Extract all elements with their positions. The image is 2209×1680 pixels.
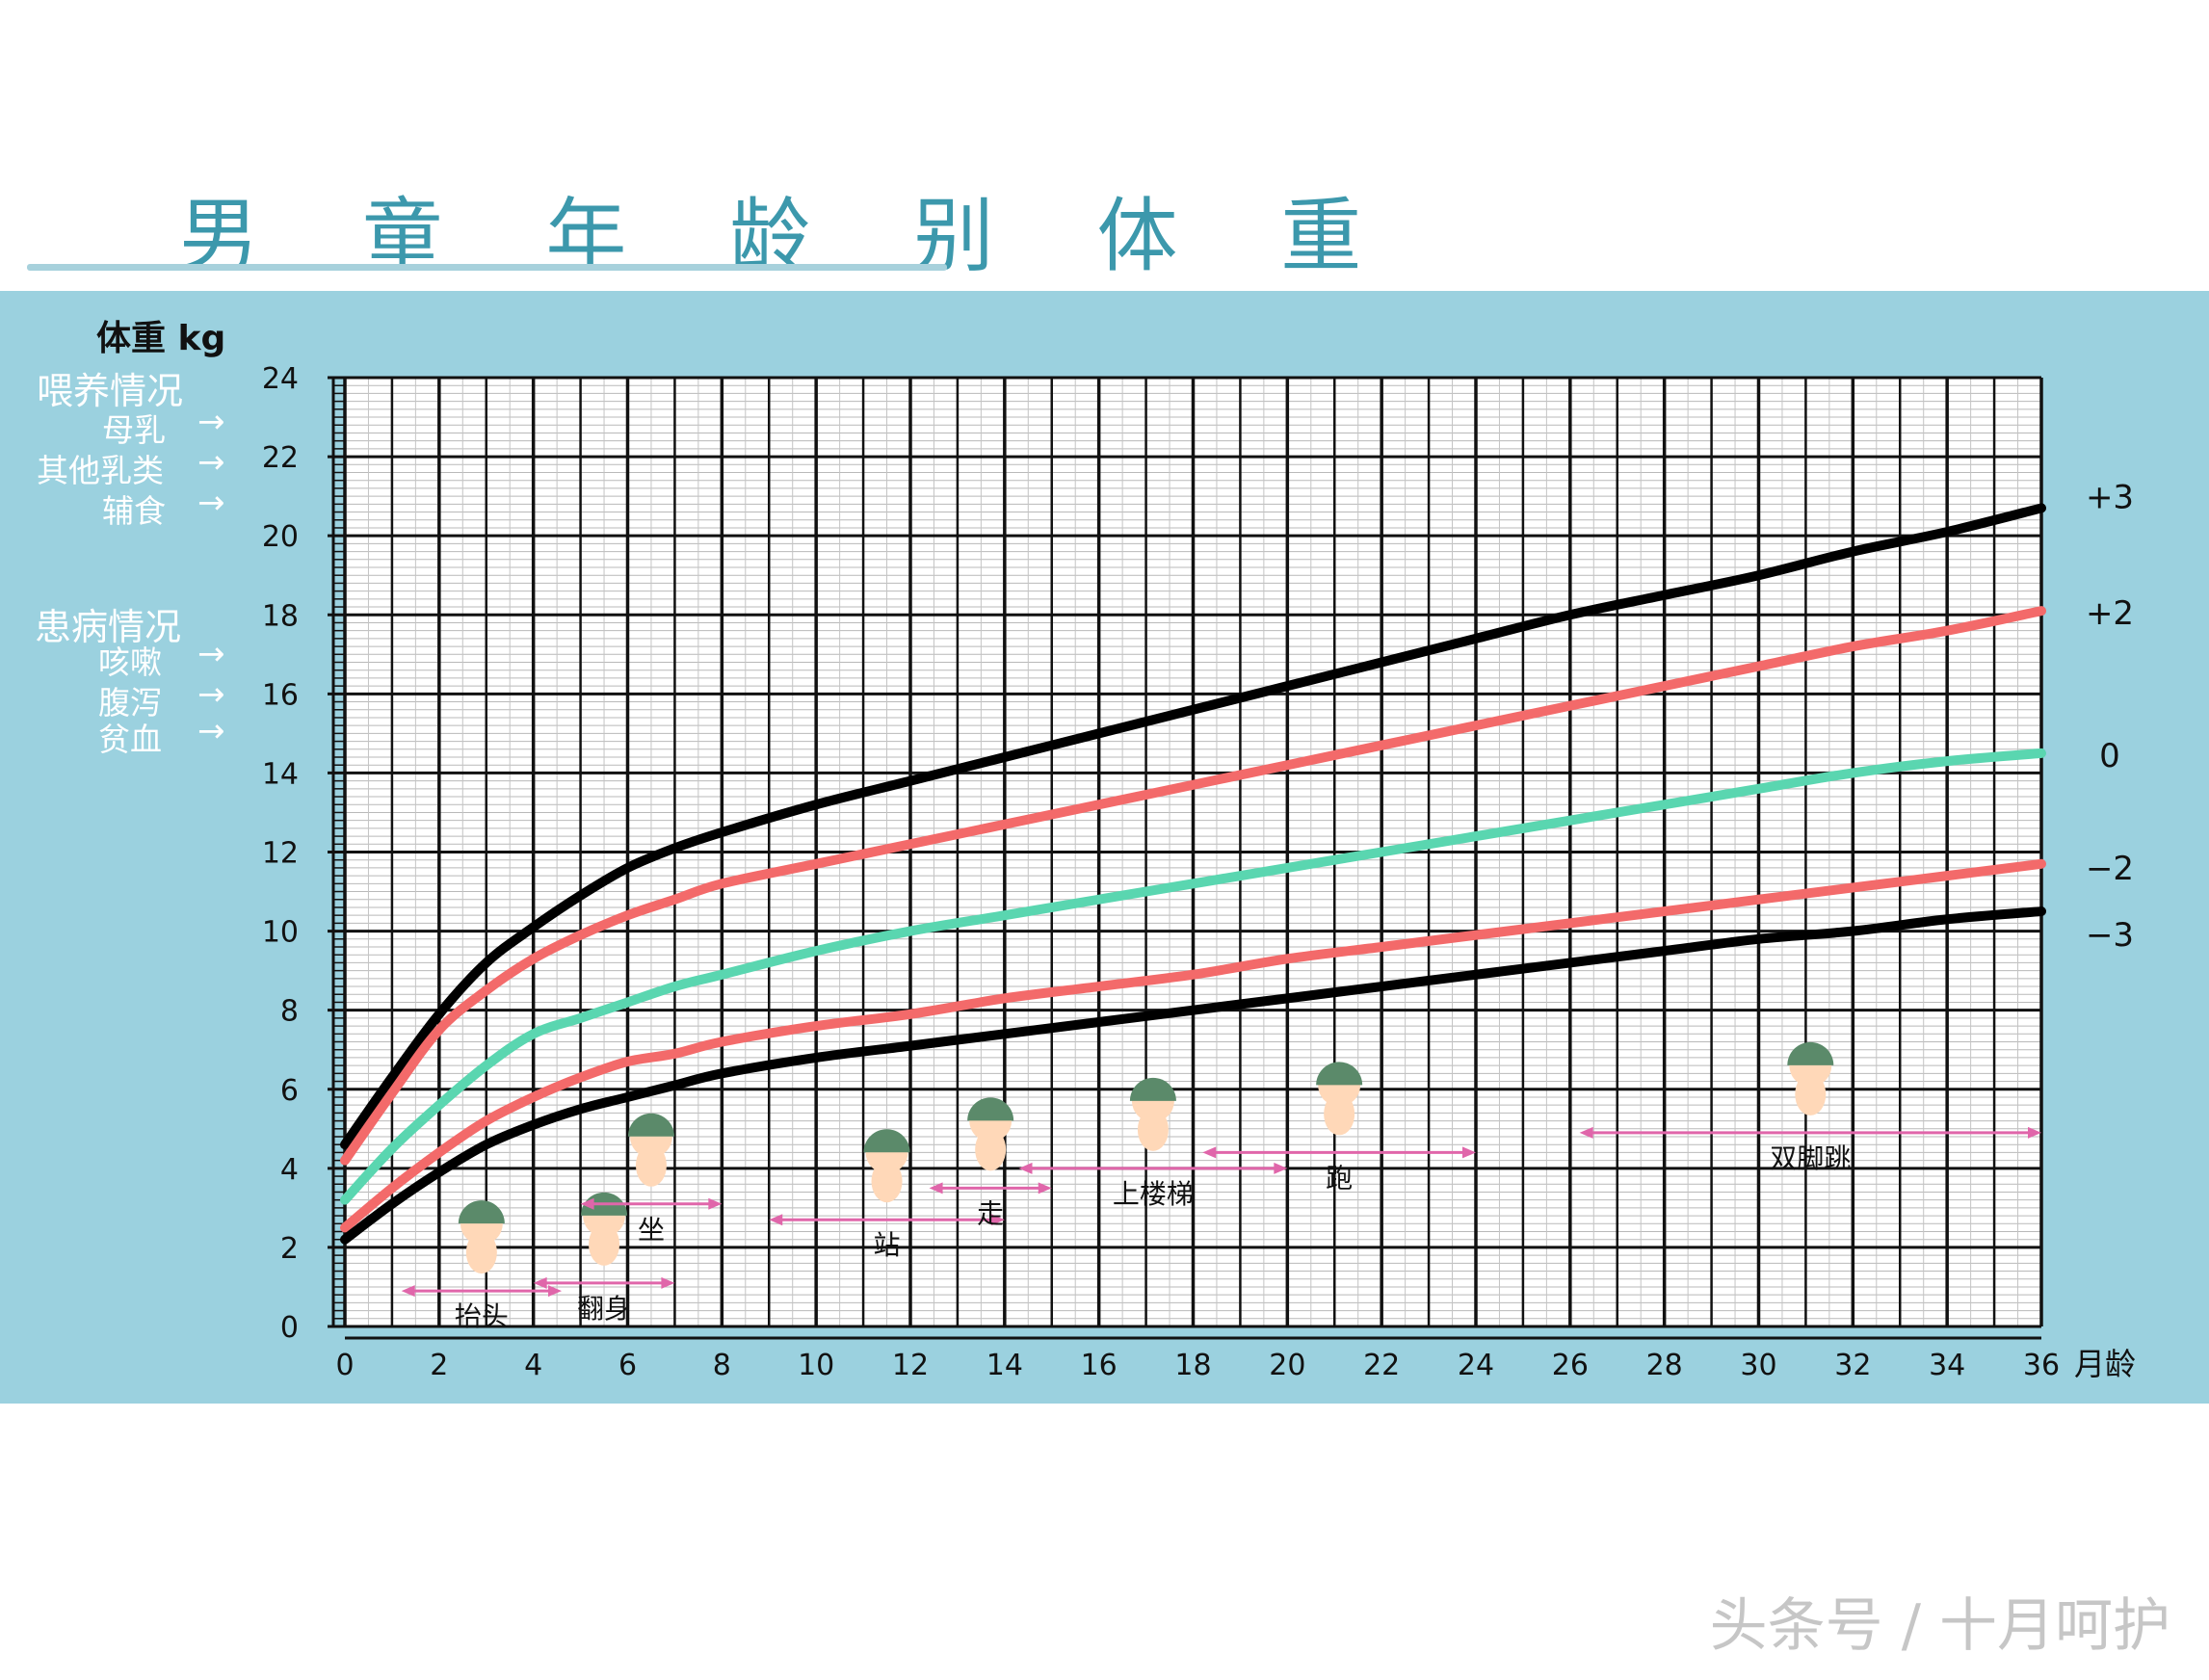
illness-heading: 患病情况 — [35, 606, 182, 648]
illness-item-anemia: 贫血 — [98, 721, 162, 758]
y-tick-label: 20 — [262, 520, 299, 554]
milestone-arrowhead-right — [990, 1214, 1005, 1226]
milestone-label: 上楼梯 — [1113, 1178, 1194, 1210]
milestone-label: 双脚跳 — [1770, 1142, 1851, 1174]
y-tick-label: 24 — [262, 362, 299, 396]
milestone-arrowhead-left — [580, 1197, 594, 1210]
feeding-item-complementary-food: 辅食 — [102, 492, 166, 530]
feeding-item-breast-milk: 母乳 — [102, 411, 166, 449]
x-tick-label: 2 — [430, 1349, 448, 1382]
x-tick-label: 16 — [1081, 1349, 1118, 1382]
milestone-arrowhead-right — [548, 1285, 563, 1298]
curve-label: +2 — [2086, 594, 2134, 633]
feeding-breast-milk-arrow-icon: → — [197, 403, 225, 441]
x-tick-label: 26 — [1552, 1349, 1589, 1382]
feeding-item-other-milk: 其他乳类 — [37, 452, 164, 489]
x-tick-label: 28 — [1646, 1349, 1683, 1382]
x-tick-label: 20 — [1269, 1349, 1305, 1382]
x-tick-label: 36 — [2023, 1349, 2060, 1382]
milestone-arrowhead-left — [1202, 1146, 1217, 1159]
curve-0 — [340, 503, 2046, 1150]
y-tick-label: 16 — [262, 678, 299, 712]
milestone-arrowhead-right — [1462, 1146, 1476, 1159]
baby-helmet-icon — [967, 1097, 1014, 1121]
milestone-arrowhead-right — [2028, 1126, 2041, 1139]
curve-3 — [340, 858, 2046, 1233]
milestone-label: 翻身 — [577, 1293, 631, 1325]
x-tick-label: 32 — [1834, 1349, 1871, 1382]
baby-helmet-icon — [1316, 1062, 1363, 1086]
x-tick-label: 14 — [986, 1349, 1023, 1382]
x-tick-label: 18 — [1174, 1349, 1211, 1382]
illness-item-cough: 咳嗽 — [98, 643, 162, 681]
baby-helmet-icon — [863, 1129, 910, 1153]
illness-diarrhea-arrow-icon: → — [197, 675, 225, 714]
milestone-label: 走 — [977, 1197, 1004, 1229]
x-tick-label: 30 — [1740, 1349, 1776, 1382]
y-tick-label: 10 — [262, 916, 299, 950]
baby-helmet-icon — [627, 1113, 674, 1137]
x-tick-label: 6 — [618, 1349, 637, 1382]
x-tick-label: 8 — [713, 1349, 731, 1382]
milestone-arrowhead-left — [769, 1214, 783, 1226]
baby-helmet-icon — [1129, 1077, 1176, 1101]
illness-cough-arrow-icon: → — [197, 635, 225, 673]
y-tick-label: 18 — [262, 599, 299, 633]
baby-helmet-icon — [458, 1200, 505, 1224]
x-axis-label: 月龄 — [2074, 1346, 2136, 1382]
y-tick-label: 4 — [280, 1153, 299, 1187]
curve-label: +3 — [2086, 478, 2134, 516]
feeding-heading: 喂养情况 — [37, 370, 184, 412]
milestone-arrowhead-right — [1038, 1182, 1052, 1194]
y-tick-label: 0 — [280, 1311, 299, 1345]
x-tick-label: 4 — [524, 1349, 542, 1382]
x-tick-label: 22 — [1363, 1349, 1400, 1382]
curve-2 — [340, 748, 2046, 1205]
milestone-arrowhead-left — [1018, 1162, 1033, 1174]
milestone-label: 坐 — [638, 1214, 665, 1246]
milestone-label: 跑 — [1326, 1162, 1353, 1194]
weight-unit-label: 体重 kg — [96, 319, 226, 358]
y-tick-label: 12 — [262, 837, 299, 871]
milestone-arrowhead-right — [661, 1276, 675, 1289]
y-tick-label: 6 — [280, 1074, 299, 1108]
baby-helmet-icon — [1787, 1041, 1834, 1065]
watermark: 头条号 / 十月呵护 — [1709, 1592, 2170, 1660]
y-tick-label: 8 — [280, 995, 299, 1029]
y-tick-label: 14 — [262, 757, 299, 791]
x-tick-label: 12 — [892, 1349, 929, 1382]
x-tick-label: 10 — [798, 1349, 834, 1382]
y-tick-label: 22 — [262, 441, 299, 475]
x-tick-label: 0 — [335, 1349, 354, 1382]
feeding-complementary-food-arrow-icon: → — [197, 484, 225, 522]
title-underline — [27, 264, 947, 271]
milestone-label: 站 — [874, 1229, 901, 1261]
curve-label: 0 — [2099, 737, 2120, 775]
milestone-arrowhead-left — [1579, 1126, 1593, 1139]
curve-label: −3 — [2086, 916, 2134, 955]
x-tick-label: 24 — [1458, 1349, 1494, 1382]
y-tick-label: 2 — [280, 1232, 299, 1266]
illness-anemia-arrow-icon: → — [197, 712, 225, 750]
milestone-arrowhead-right — [1274, 1162, 1288, 1174]
milestone-arrowhead-right — [708, 1197, 723, 1210]
x-tick-label: 34 — [1929, 1349, 1965, 1382]
curve-1 — [340, 606, 2046, 1166]
curve-label: −2 — [2086, 850, 2134, 888]
milestone-label: 抬头 — [455, 1300, 509, 1332]
curve-4 — [340, 906, 2046, 1245]
milestone-arrowhead-left — [401, 1285, 415, 1298]
feeding-other-milk-arrow-icon: → — [197, 443, 225, 482]
illness-item-diarrhea: 腹泻 — [98, 684, 162, 722]
milestone-arrowhead-left — [929, 1182, 943, 1194]
milestone-arrowhead-left — [533, 1276, 547, 1289]
